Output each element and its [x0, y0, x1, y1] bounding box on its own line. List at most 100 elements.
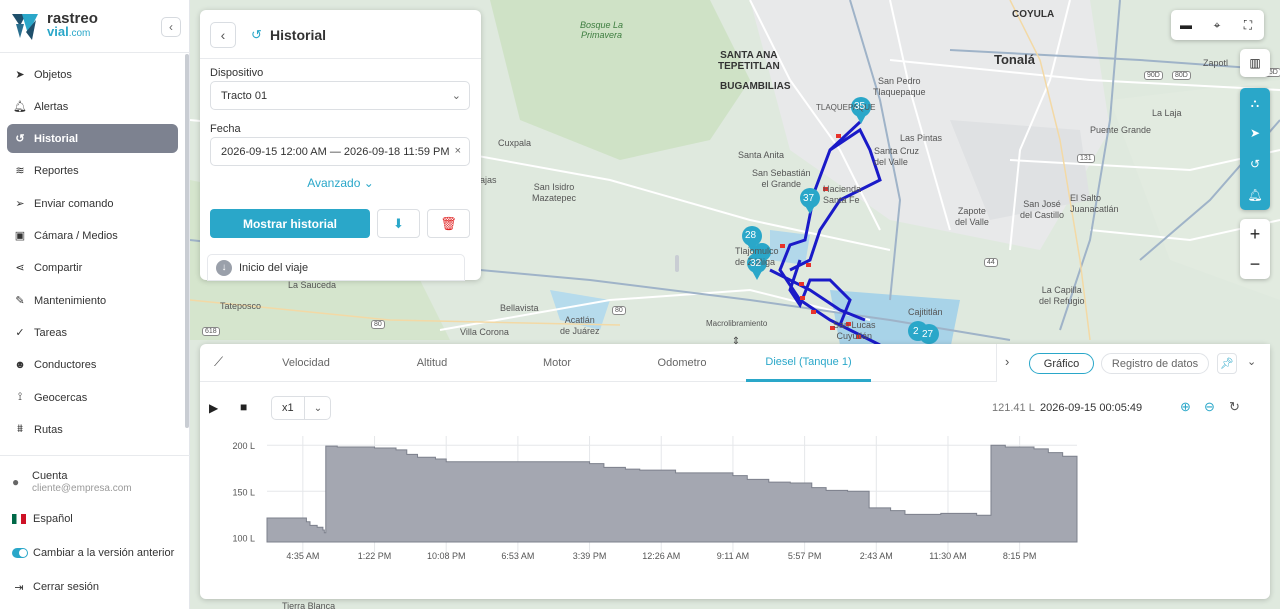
registro-datos-button[interactable]: Registro de datos	[1101, 353, 1209, 374]
tab-diesel[interactable]: Diesel (Tanque 1)	[746, 344, 871, 382]
stop-icon[interactable]: ■	[240, 400, 248, 414]
route-shield: 80	[612, 306, 626, 315]
language-label: Español	[33, 513, 73, 525]
back-button[interactable]: ‹	[210, 22, 236, 48]
sidebar: rastreo vial.com ‹ ➤ Objetos 🔔︎ Alertas ↺ H…	[0, 0, 190, 609]
divider	[0, 52, 190, 53]
reset-zoom-icon[interactable]: ↻	[1229, 399, 1240, 414]
sidebar-item-label: Tareas	[34, 326, 68, 339]
history-icon: ↺	[15, 133, 25, 145]
download-button[interactable]: ⬇	[377, 209, 420, 238]
map-label-tateposco: Tateposco	[220, 301, 262, 311]
map-label-macrolibramiento: Macrolibramiento	[706, 319, 768, 328]
panel-scrollbar[interactable]	[675, 255, 679, 272]
x-tick-label: 3:39 PM	[573, 551, 607, 561]
brand-logo[interactable]: rastreo vial.com	[10, 9, 98, 43]
map-label-santa-ana: SANTA ANA TEPETITLAN	[718, 50, 780, 72]
y-tick-label: 100 L	[232, 533, 255, 543]
chevron-left-icon: ‹	[169, 20, 173, 34]
map-label-cuxpala: Cuxpala	[498, 138, 532, 148]
legacy-version-toggle[interactable]: Cambiar a la versión anterior	[12, 544, 174, 562]
language-selector[interactable]: Español	[12, 510, 73, 528]
cluster-35[interactable]: 35	[854, 101, 866, 112]
history-map-icon[interactable]: ↺	[1249, 157, 1261, 171]
map-label-capilla: La Capilla del Refugio	[1039, 285, 1085, 306]
navigation-icon[interactable]: ➤	[1249, 126, 1261, 140]
sidebar-item-historial[interactable]: ↺ Historial	[7, 124, 178, 153]
sidebar-item-label: Rutas	[34, 423, 63, 436]
fullscreen-icon[interactable]: ⛶	[1243, 17, 1253, 32]
trip-start-item[interactable]: ↓ Inicio del viaje	[207, 254, 465, 281]
chevron-down-icon[interactable]: ⌄	[1247, 356, 1257, 368]
zoom-in-icon[interactable]: +	[1249, 223, 1261, 244]
cluster-27[interactable]: 27	[922, 329, 934, 340]
binoculars-icon[interactable]: ⛬	[1250, 95, 1260, 110]
show-history-button[interactable]: Mostrar historial	[210, 209, 370, 238]
cluster-2[interactable]: 2	[913, 326, 919, 337]
zoom-out-chart-icon[interactable]: ⊖	[1204, 399, 1215, 414]
chevron-down-icon: ⌄	[363, 176, 374, 190]
sidebar-item-geocercas[interactable]: ⟟ Geocercas	[7, 383, 178, 412]
logout-label: Cerrar sesión	[33, 581, 100, 593]
tab-motor[interactable]: Motor	[542, 357, 572, 369]
trip-start-label: Inicio del viaje	[239, 261, 309, 274]
zoom-in-chart-icon[interactable]: ⊕	[1180, 399, 1191, 414]
divider	[0, 455, 190, 456]
resize-handle-icon[interactable]: ⇕	[731, 336, 741, 347]
bell-map-icon[interactable]: 🔔︎	[1247, 188, 1263, 202]
sidebar-item-label: Compartir	[34, 261, 83, 274]
map-toolbar-top: ▬ ⌖ ⛶	[1171, 10, 1264, 40]
grafico-button[interactable]: Gráfico	[1029, 353, 1094, 374]
map-label-sauceda: La Sauceda	[288, 280, 337, 290]
playback-speed-select[interactable]: x1 ⌄	[271, 396, 331, 420]
sidebar-item-rutas[interactable]: ⩩ Rutas	[7, 415, 178, 444]
tab-velocidad[interactable]: Velocidad	[282, 357, 330, 369]
tab-altitud[interactable]: Altitud	[416, 357, 448, 369]
route-shield: 80D	[1172, 71, 1191, 80]
download-icon: ⬇	[393, 215, 404, 231]
advanced-toggle[interactable]: Avanzado ⌄	[200, 176, 481, 190]
date-range-input[interactable]: 2026-09-15 12:00 AM — 2026-09-18 11:59 P…	[210, 137, 470, 166]
map-label-bellavista: Bellavista	[500, 303, 539, 313]
clear-icon[interactable]: ×	[451, 145, 461, 157]
sidebar-item-reportes[interactable]: ≋ Reportes	[7, 156, 178, 185]
play-icon[interactable]: ▶	[209, 401, 219, 415]
sidebar-item-tareas[interactable]: ✓ Tareas	[7, 318, 178, 347]
sidebar-item-label: Geocercas	[34, 391, 88, 404]
sidebar-item-compartir[interactable]: ⋖ Compartir	[7, 253, 178, 282]
diesel-chart[interactable]: 100 L 150 L 200 L 4:35 AM 1:22 PM 10:08 PM 6:5…	[200, 428, 1270, 578]
date-label: Fecha	[210, 123, 241, 135]
map-label-santa-anita: Santa Anita	[738, 150, 785, 160]
cluster-28[interactable]: 28	[745, 230, 757, 241]
sidebar-item-alertas[interactable]: 🔔︎ Alertas	[7, 92, 178, 121]
sidebar-item-conductores[interactable]: ☻ Conductores	[7, 350, 178, 379]
sidebar-scrollbar[interactable]	[185, 54, 189, 428]
sidebar-item-camara[interactable]: ▣ Cámara / Medios	[7, 221, 178, 250]
pin-button[interactable]: 📌︎	[1217, 353, 1237, 374]
logout-item[interactable]: ⇥ Cerrar sesión	[12, 578, 99, 596]
speed-value: x1	[282, 402, 294, 414]
map-layers-icon[interactable]: ▥	[1249, 56, 1261, 70]
x-tick-label: 10:08 PM	[427, 551, 466, 561]
cluster-32[interactable]: 32	[750, 258, 762, 269]
tab-odometro[interactable]: Odometro	[657, 357, 707, 369]
map-label-tierra-blanca: Tierra Blanca	[282, 601, 336, 609]
delete-button[interactable]: 🗑︎	[427, 209, 470, 238]
zoom-out-icon[interactable]: −	[1249, 253, 1261, 274]
collapse-sidebar-button[interactable]: ‹	[161, 17, 181, 37]
x-tick-label: 4:35 AM	[286, 551, 319, 561]
locate-icon[interactable]: ⌖	[1213, 17, 1221, 32]
cluster-37[interactable]: 37	[803, 193, 815, 204]
sidebar-item-objetos[interactable]: ➤ Objetos	[7, 60, 178, 89]
divider	[200, 58, 481, 59]
map-label-bosque: Bosque La Primavera	[580, 20, 624, 40]
share-icon: ⋖	[15, 262, 25, 274]
sidebar-item-enviar-comando[interactable]: ➢ Enviar comando	[7, 189, 178, 218]
y-tick-label: 200 L	[232, 441, 255, 451]
sidebar-item-mantenimiento[interactable]: ✎ Mantenimiento	[7, 286, 178, 315]
ruler-icon[interactable]: ▬	[1180, 18, 1192, 32]
chevron-right-icon[interactable]: ›	[1005, 354, 1010, 369]
toggle-switch[interactable]	[12, 548, 28, 558]
device-select[interactable]: Tracto 01 ⌄	[210, 81, 470, 110]
map-label-villa-corona: Villa Corona	[460, 327, 509, 337]
